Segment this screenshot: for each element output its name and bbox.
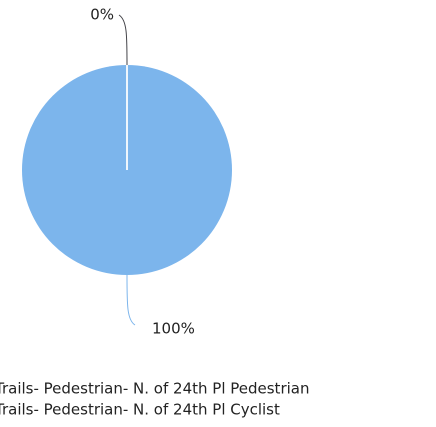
label-connector bbox=[126, 274, 136, 326]
label-connector bbox=[118, 14, 128, 66]
data-label: 0% bbox=[90, 6, 114, 24]
legend-label: Trails- Pedestrian- N. of 24th Pl Pedest… bbox=[0, 380, 309, 398]
data-label: 100% bbox=[152, 320, 195, 338]
legend-label: Trails- Pedestrian- N. of 24th Pl Cyclis… bbox=[0, 401, 280, 419]
